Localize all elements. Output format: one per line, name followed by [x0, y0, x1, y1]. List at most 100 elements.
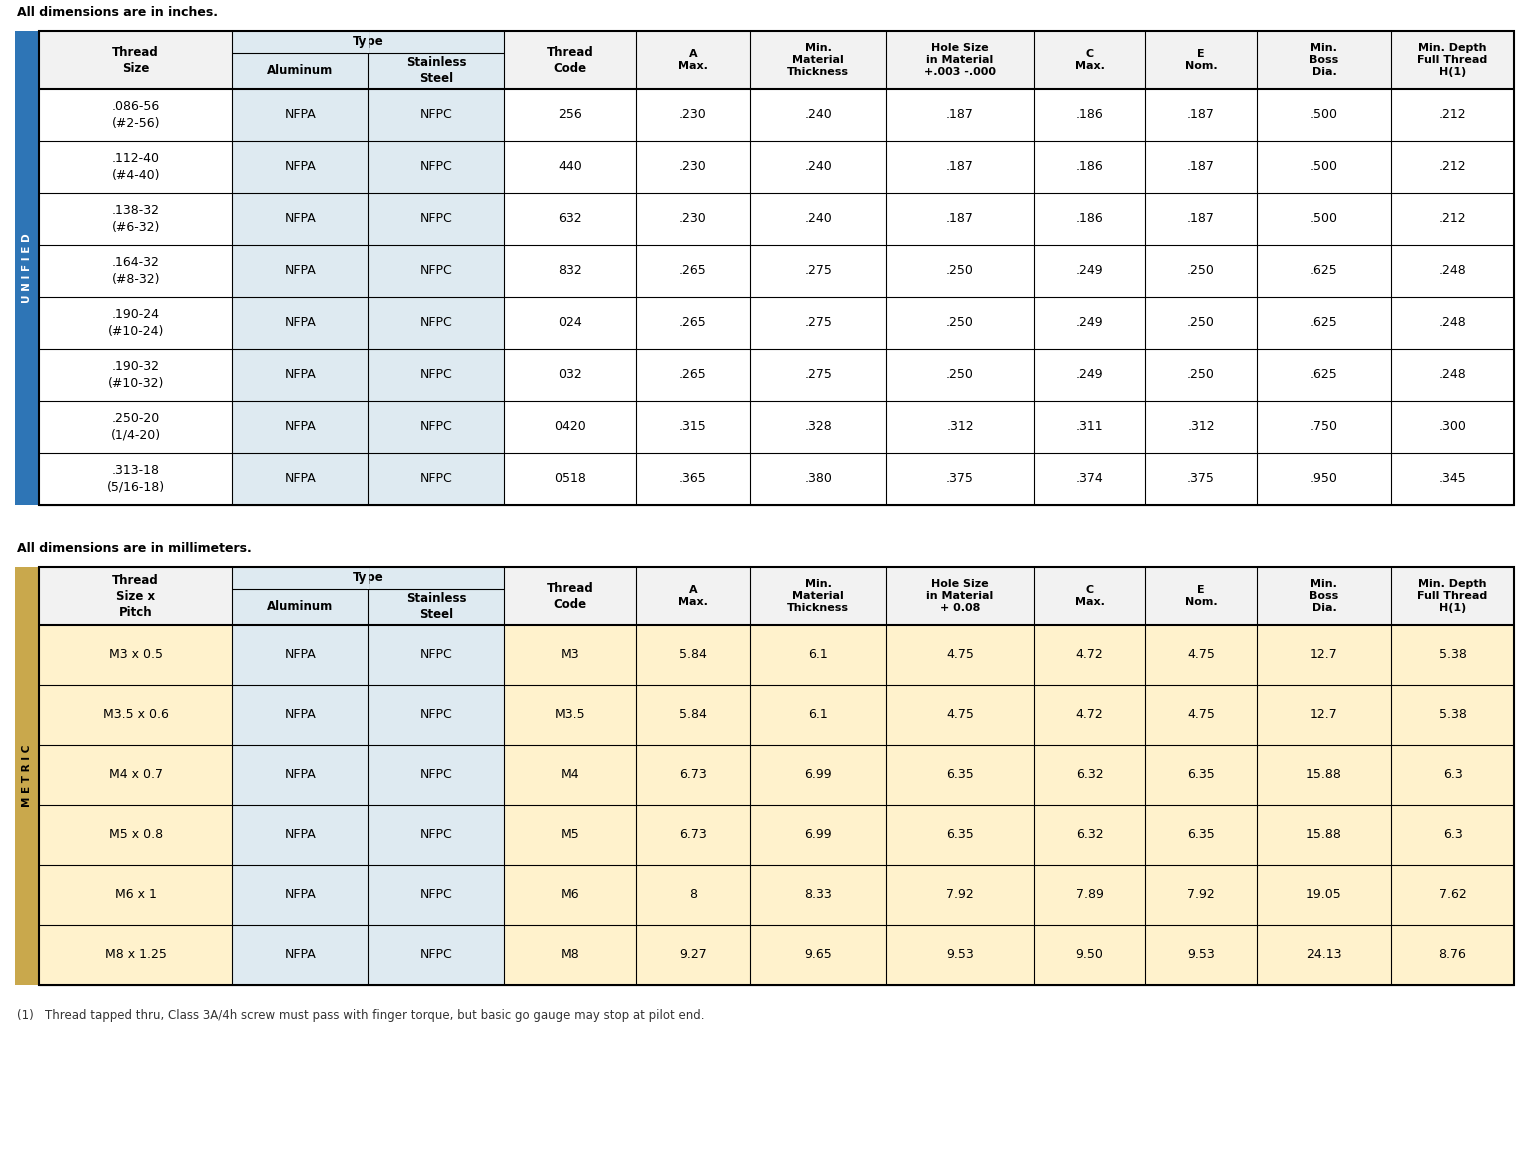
Text: 9.53: 9.53: [946, 949, 974, 962]
Bar: [887, 925, 1034, 985]
Bar: [1391, 865, 1514, 925]
Bar: [232, 89, 505, 141]
Text: .230: .230: [679, 212, 706, 226]
Text: .375: .375: [1187, 473, 1216, 485]
Bar: [232, 685, 505, 745]
Bar: [232, 297, 505, 349]
Bar: [40, 625, 232, 685]
Text: M6: M6: [561, 889, 579, 902]
Bar: [1391, 31, 1514, 89]
Text: NFPC: NFPC: [420, 648, 453, 662]
Text: Thread
Code: Thread Code: [547, 581, 593, 610]
Text: NFPC: NFPC: [420, 708, 453, 722]
Text: NFPA: NFPA: [284, 264, 317, 278]
Bar: [1391, 297, 1514, 349]
Text: .248: .248: [1439, 317, 1466, 330]
Bar: [1391, 685, 1514, 745]
Text: .248: .248: [1439, 264, 1466, 278]
Text: Min.
Material
Thickness: Min. Material Thickness: [787, 579, 849, 613]
Text: .187: .187: [946, 160, 974, 173]
Text: M3.5 x 0.6: M3.5 x 0.6: [102, 708, 168, 722]
Text: Min.
Material
Thickness: Min. Material Thickness: [787, 43, 849, 77]
Bar: [636, 401, 751, 453]
Text: 0518: 0518: [553, 473, 586, 485]
Bar: [1034, 297, 1145, 349]
Text: 4.75: 4.75: [946, 708, 974, 722]
Bar: [40, 244, 232, 297]
Bar: [1145, 925, 1257, 985]
Text: 6.99: 6.99: [804, 769, 832, 782]
Bar: [1034, 244, 1145, 297]
Text: .212: .212: [1439, 160, 1466, 173]
Bar: [1145, 193, 1257, 244]
Text: 4.75: 4.75: [1187, 648, 1216, 662]
Bar: [1257, 925, 1391, 985]
Text: 15.88: 15.88: [1306, 769, 1342, 782]
Bar: [40, 401, 232, 453]
Bar: [1034, 805, 1145, 865]
Text: NFPC: NFPC: [420, 264, 453, 278]
Bar: [887, 193, 1034, 244]
Text: NFPC: NFPC: [420, 108, 453, 121]
Bar: [1034, 625, 1145, 685]
Bar: [40, 805, 232, 865]
Bar: [1034, 567, 1145, 625]
Text: Stainless
Steel: Stainless Steel: [407, 56, 466, 85]
Bar: [636, 193, 751, 244]
Bar: [887, 567, 1034, 625]
Text: 440: 440: [558, 160, 583, 173]
Bar: [1257, 805, 1391, 865]
Bar: [751, 141, 887, 193]
Bar: [751, 745, 887, 805]
Bar: [505, 685, 636, 745]
Text: 8.76: 8.76: [1439, 949, 1466, 962]
Text: M4 x 0.7: M4 x 0.7: [109, 769, 162, 782]
Bar: [1391, 401, 1514, 453]
Bar: [232, 53, 368, 89]
Bar: [232, 589, 368, 625]
Text: M3.5: M3.5: [555, 708, 586, 722]
Text: Min. Depth
Full Thread
H(1): Min. Depth Full Thread H(1): [1417, 579, 1488, 613]
Text: .275: .275: [804, 264, 832, 278]
Bar: [1034, 89, 1145, 141]
Bar: [1391, 453, 1514, 505]
Bar: [751, 89, 887, 141]
Text: NFPC: NFPC: [420, 473, 453, 485]
Bar: [887, 89, 1034, 141]
Bar: [1145, 349, 1257, 401]
Bar: [40, 685, 232, 745]
Text: .187: .187: [1187, 212, 1216, 226]
Bar: [887, 805, 1034, 865]
Text: .187: .187: [946, 108, 974, 121]
Bar: [1257, 193, 1391, 244]
Text: NFPA: NFPA: [284, 949, 317, 962]
Text: .500: .500: [1310, 212, 1338, 226]
Text: NFPA: NFPA: [284, 108, 317, 121]
Bar: [1145, 453, 1257, 505]
Text: 6.35: 6.35: [1187, 829, 1216, 842]
Bar: [1034, 349, 1145, 401]
Bar: [368, 589, 505, 625]
Bar: [1145, 685, 1257, 745]
Bar: [1145, 141, 1257, 193]
Text: 6.35: 6.35: [946, 829, 974, 842]
Text: 6.35: 6.35: [1187, 769, 1216, 782]
Bar: [636, 625, 751, 685]
Bar: [1034, 193, 1145, 244]
Text: M5: M5: [561, 829, 579, 842]
Text: 12.7: 12.7: [1310, 648, 1338, 662]
Bar: [751, 31, 887, 89]
Bar: [40, 31, 1514, 505]
Bar: [232, 567, 505, 589]
Bar: [1257, 865, 1391, 925]
Text: .313-18
(5/16-18): .313-18 (5/16-18): [107, 465, 165, 493]
Text: All dimensions are in inches.: All dimensions are in inches.: [17, 7, 219, 20]
Bar: [40, 297, 232, 349]
Text: Aluminum: Aluminum: [268, 65, 333, 77]
Bar: [232, 244, 505, 297]
Bar: [636, 865, 751, 925]
Text: 7.92: 7.92: [1187, 889, 1216, 902]
Text: .750: .750: [1310, 421, 1338, 434]
Text: .187: .187: [946, 212, 974, 226]
Text: .375: .375: [946, 473, 974, 485]
